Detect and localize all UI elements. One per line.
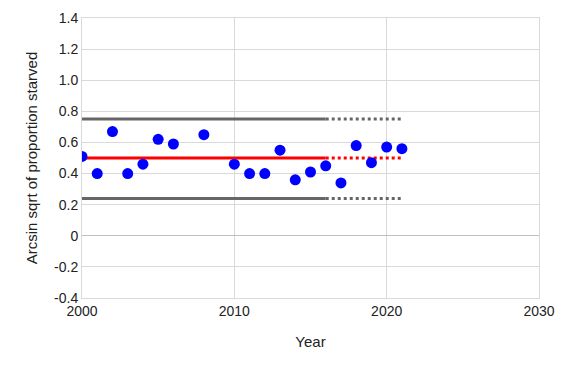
svg-text:2010: 2010 [219,303,250,319]
svg-text:2000: 2000 [66,303,97,319]
svg-text:1.0: 1.0 [59,72,79,88]
svg-text:Year: Year [295,333,325,350]
svg-text:1.2: 1.2 [59,41,79,57]
svg-text:0: 0 [70,228,78,244]
svg-text:0.4: 0.4 [59,165,79,181]
svg-text:0.2: 0.2 [59,197,79,213]
svg-text:-0.2: -0.2 [54,259,78,275]
svg-text:-0.4: -0.4 [54,290,78,306]
svg-text:1.4: 1.4 [59,10,79,26]
svg-text:2030: 2030 [523,303,554,319]
svg-text:2020: 2020 [371,303,402,319]
svg-text:0.6: 0.6 [59,134,79,150]
svg-text:0.8: 0.8 [59,103,79,119]
svg-text:Arcsin sqrt of proportion star: Arcsin sqrt of proportion starved [23,52,40,265]
